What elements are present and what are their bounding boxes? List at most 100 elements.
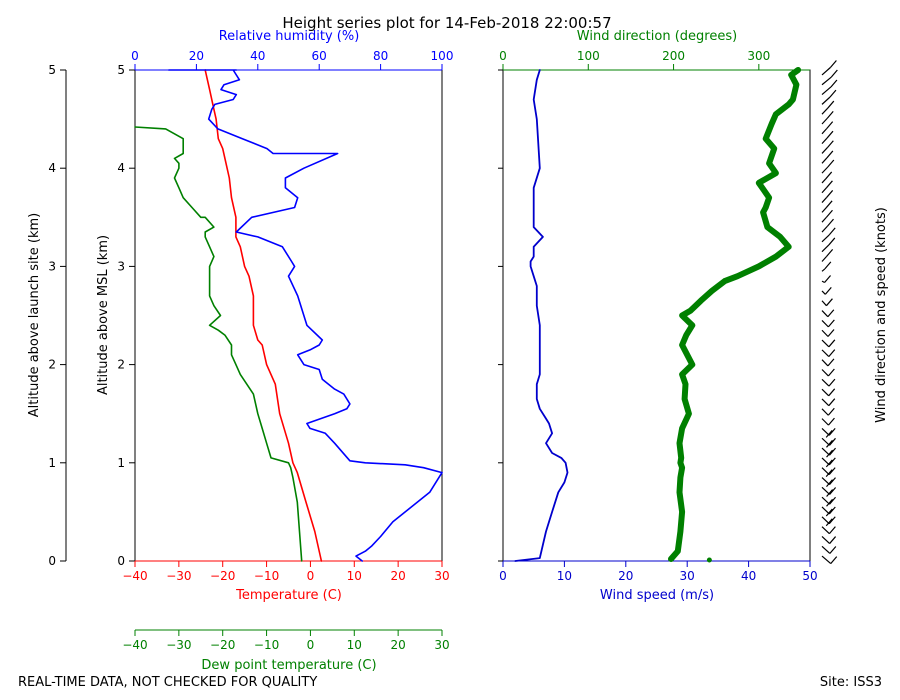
- humidity-axis-label: Relative humidity (%): [219, 29, 360, 44]
- wind-barb-staff: [821, 280, 825, 284]
- wind-barb-feather: [825, 459, 833, 468]
- outer-y-axis-tick-label: 3: [48, 259, 56, 273]
- temp-axis-tick-label: 10: [347, 569, 362, 583]
- rh-axis-tick-label: 80: [373, 49, 388, 63]
- temperature-axis-label: Temperature (C): [235, 588, 342, 603]
- wind-barb-feather: [827, 100, 835, 109]
- wind-barb-feather: [829, 89, 837, 98]
- wind-barb-staff: [821, 244, 830, 253]
- wind-barb-feather: [828, 467, 836, 476]
- wind-barb-staff: [821, 486, 831, 495]
- wind-barb-feather: [828, 506, 836, 515]
- wind-barb-staff: [821, 166, 829, 174]
- wind-barb-feather: [829, 447, 836, 456]
- temperature-axis: −40 −30 −20 −10 0 10 20 30: [122, 560, 450, 583]
- wind-barb-staff: [821, 349, 830, 358]
- wind-barb-staff: [821, 506, 830, 515]
- wind-barb-staff: [821, 555, 832, 565]
- wind-speed-axis-label: Wind speed (m/s): [600, 588, 714, 603]
- dew-axis-tick-label: 0: [307, 638, 315, 652]
- wind-barb-feather: [829, 546, 837, 554]
- wind-barb-staff: [821, 545, 831, 554]
- wind-barb-staff: [821, 157, 828, 164]
- wind-barb-staff: [821, 516, 830, 525]
- wind-barb-feather: [828, 516, 836, 525]
- series-layer: [134, 67, 802, 563]
- wind-barb-feather: [828, 237, 836, 246]
- wind-barb-feather: [826, 439, 833, 448]
- wind-barb-staff: [821, 128, 828, 135]
- ws-axis-tick-label: 0: [499, 569, 507, 583]
- rh-axis-tick-label: 20: [189, 49, 204, 63]
- wind-barb-staff: [821, 300, 827, 307]
- outer-y-axis-tick-label: 2: [48, 358, 56, 372]
- humidity-axis: 0 20 40 60 80 100: [131, 49, 453, 71]
- wind-barb-feather: [826, 498, 833, 507]
- dew-axis-tick-label: −10: [254, 638, 279, 652]
- wind-barb-feather: [825, 469, 833, 478]
- wind-barb-feather: [828, 388, 836, 397]
- wind-barb-feather: [826, 150, 834, 159]
- inner-y-axis-tick-label: 2: [117, 358, 125, 372]
- wind-barb-staff: [821, 369, 829, 377]
- wind-barb-staff: [821, 117, 828, 125]
- wind-barb-feather: [827, 218, 834, 227]
- wind-barb-staff: [821, 86, 832, 96]
- rh-axis-tick-label: 60: [312, 49, 327, 63]
- temp-axis-tick-label: 30: [434, 569, 449, 583]
- inner-y-axis-tick-label: 4: [117, 161, 125, 175]
- wind-panel-altitude-axis: [498, 69, 503, 562]
- wind-barbs: [821, 60, 838, 565]
- wind-barb-feather: [830, 69, 838, 78]
- wind-barb-feather: [829, 437, 836, 446]
- dew-axis-tick-label: −40: [122, 638, 147, 652]
- outer-y-axis-tick-label: 4: [48, 161, 56, 175]
- wind-barb-feather: [830, 79, 838, 88]
- wind-barb-staff: [821, 477, 830, 486]
- wind_dir-line: [668, 67, 802, 562]
- wind-barb-feather: [828, 378, 836, 387]
- wd-axis-tick-label: 0: [499, 49, 507, 63]
- wind-barb-feather: [826, 190, 834, 198]
- rh-axis-tick-label: 0: [131, 49, 139, 63]
- outer-y-axis-tick-label: 0: [48, 554, 56, 568]
- wind-barb-feather: [824, 261, 832, 270]
- ws-axis-tick-label: 30: [680, 569, 695, 583]
- wind-barb-staff: [821, 378, 830, 387]
- wind-barb-staff: [821, 467, 830, 476]
- wind-barb-staff: [821, 178, 827, 184]
- wind-barb-feather: [828, 227, 836, 236]
- ws-axis-tick-label: 20: [618, 569, 633, 583]
- wind-barb-staff: [821, 290, 826, 295]
- wind-barb-feather: [829, 487, 837, 495]
- wind-barb-feather: [830, 556, 838, 564]
- inner-y-label: Altitude above MSL (km): [96, 235, 111, 395]
- wind-dir-point: [706, 557, 712, 563]
- ws-axis-tick-label: 40: [741, 569, 756, 583]
- rh-axis-tick-label: 40: [250, 49, 265, 63]
- temp-axis-tick-label: −30: [166, 569, 191, 583]
- dew-axis-tick-label: 30: [434, 638, 449, 652]
- wind-barb-feather: [826, 479, 833, 487]
- wind-barb-staff: [821, 137, 828, 145]
- wind-barb-feather: [829, 60, 837, 68]
- temp-axis-tick-label: 20: [391, 569, 406, 583]
- outer-y-label: Altitude above launch site (km): [27, 213, 42, 417]
- wind-barb-feather: [826, 449, 833, 458]
- wind-barb-feather: [824, 286, 832, 295]
- wd-axis-tick-label: 300: [747, 49, 770, 63]
- wind-barb-staff: [821, 207, 827, 213]
- wind-barb-staff: [821, 388, 830, 397]
- wind-barb-staff: [821, 234, 830, 243]
- wind-barb-staff: [821, 447, 830, 456]
- wind_speed-line: [514, 69, 569, 562]
- wind-barb-feather: [829, 477, 836, 485]
- wind-barb-staff: [821, 107, 829, 115]
- wind-barb-feather: [824, 275, 832, 283]
- wind-barb-feather: [828, 427, 836, 436]
- wind-barb-feather: [828, 526, 836, 535]
- wind-barb-feather: [829, 536, 837, 544]
- wind-barb-staff: [821, 536, 831, 545]
- wind-barb-feather: [826, 489, 834, 497]
